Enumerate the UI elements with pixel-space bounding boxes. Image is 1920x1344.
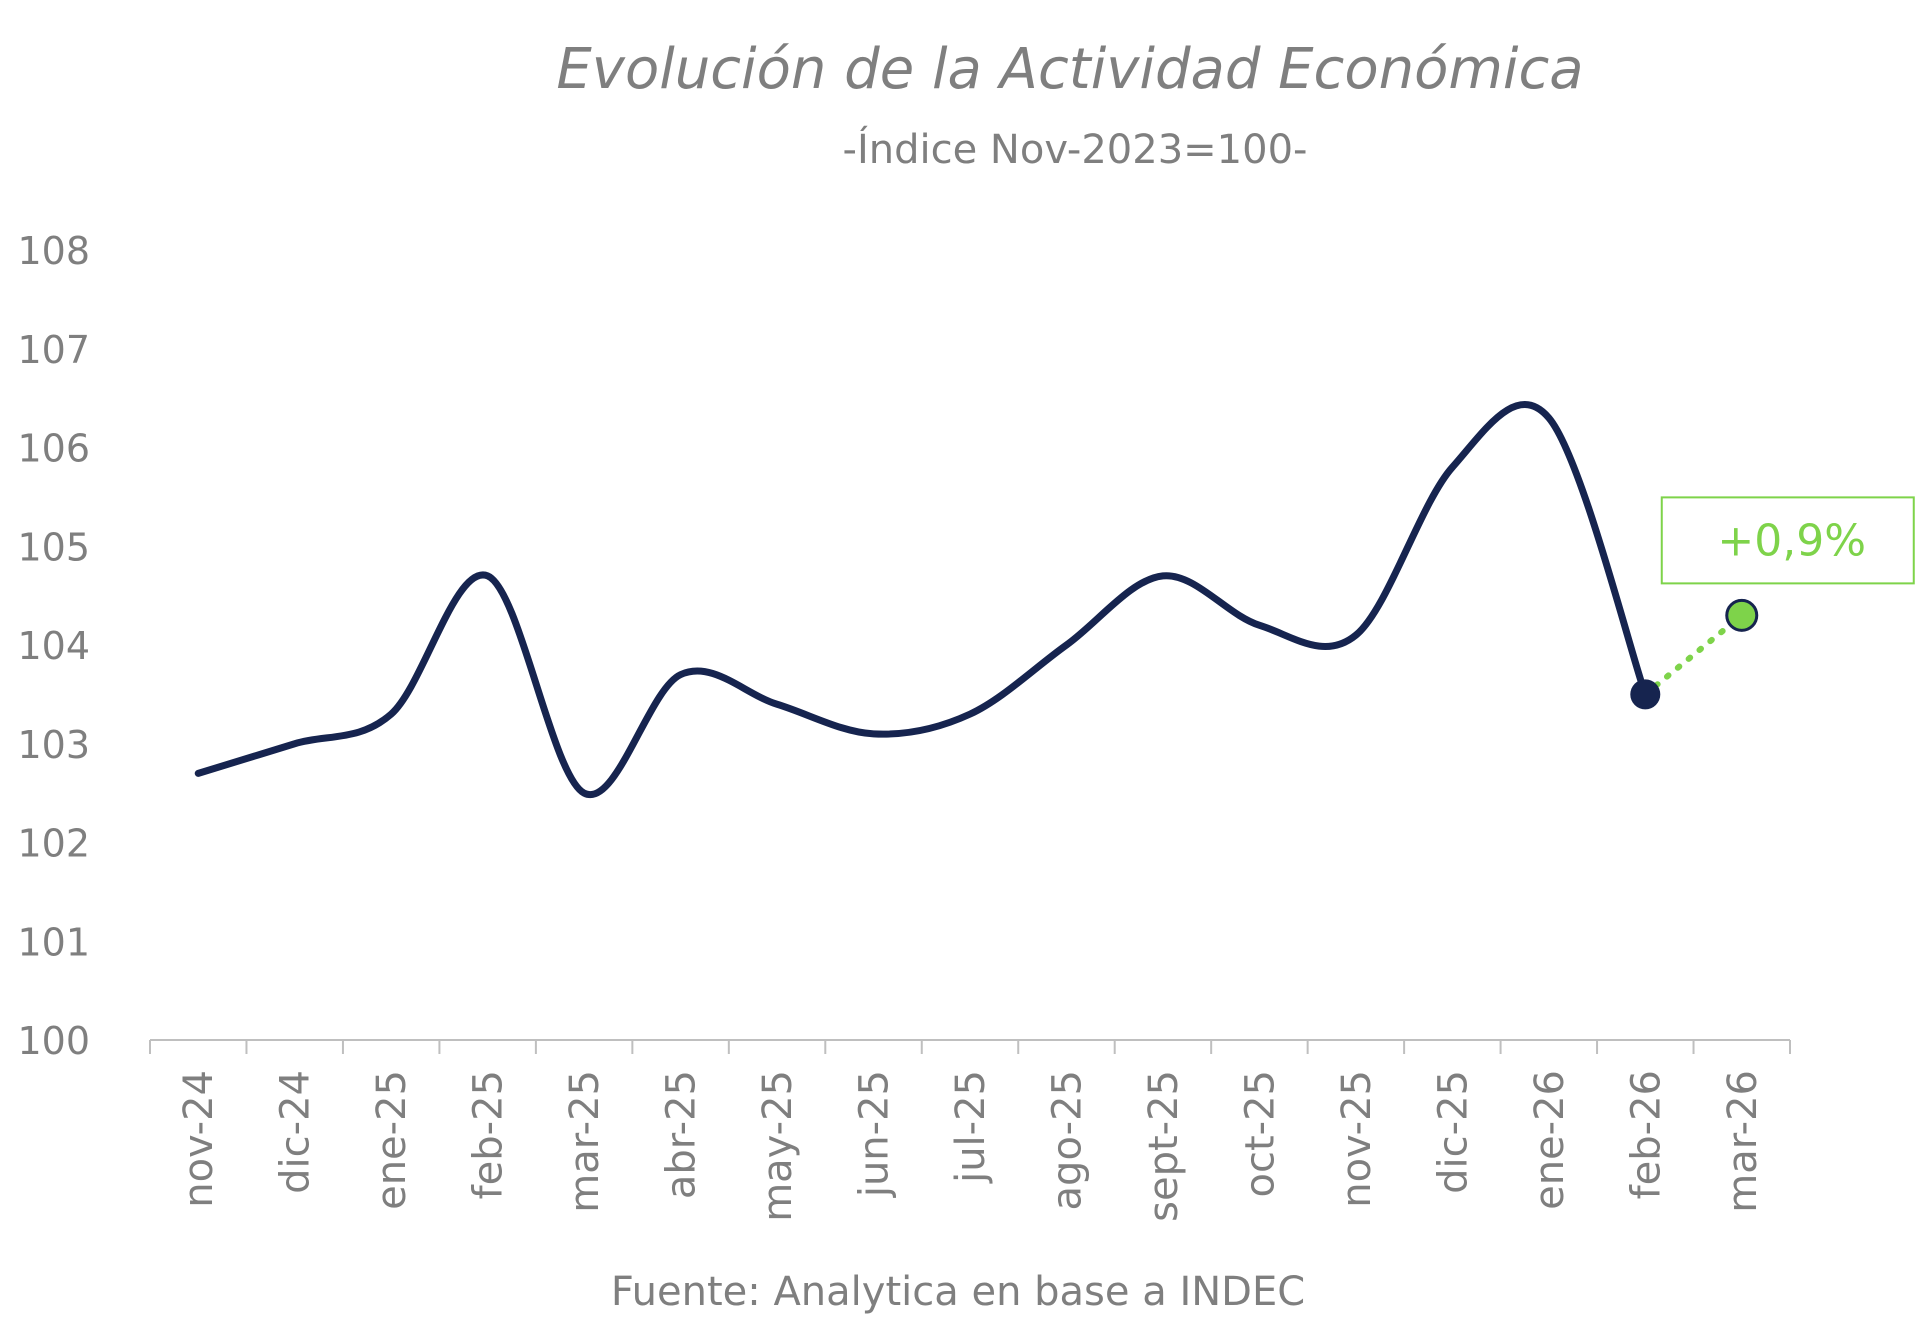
annotation-box — [1660, 496, 1915, 585]
x-tick-label: mar-25 — [562, 1070, 608, 1213]
annotation: +0,9% — [1660, 496, 1915, 585]
x-tick-label: feb-26 — [1623, 1070, 1669, 1199]
y-tick-label: 100 — [17, 1019, 90, 1063]
x-tick-label: dic-25 — [1430, 1070, 1476, 1194]
x-tick-label: may-25 — [755, 1070, 801, 1222]
annotation-label: +0,9% — [1717, 515, 1866, 566]
x-axis: nov-24 dic-24 ene-25 feb-25 mar-25 abr-25 may-… — [149, 1039, 1791, 1222]
x-tick-label: sept-25 — [1141, 1070, 1187, 1222]
chart-title: Evolución de la Actividad Económica — [556, 37, 1583, 102]
x-tick-label: feb-25 — [466, 1070, 512, 1199]
x-tick-label: ene-26 — [1527, 1070, 1573, 1210]
y-axis: 100 101 102 103 104 105 106 107 108 — [17, 229, 90, 1063]
x-tick-label: abr-25 — [659, 1070, 705, 1199]
x-tick-label: jul-25 — [948, 1070, 994, 1184]
x-tick-label: mar-26 — [1720, 1070, 1766, 1213]
last-actual-point — [1630, 679, 1661, 710]
source-note: Fuente: Analytica en base a INDEC — [611, 1269, 1305, 1315]
y-tick-label: 107 — [17, 328, 90, 372]
y-tick-label: 105 — [17, 525, 90, 569]
x-tick-label: ene-25 — [369, 1070, 415, 1210]
y-tick-label: 104 — [17, 624, 90, 668]
x-tick-label: nov-25 — [1334, 1070, 1380, 1208]
projected-point — [1725, 598, 1759, 632]
chart-subtitle: -Índice Nov-2023=100- — [843, 125, 1308, 173]
y-tick-label: 103 — [17, 723, 90, 767]
series-layer — [194, 401, 1759, 799]
series-line-actividad — [194, 401, 1649, 799]
series-line-proyeccion — [1642, 612, 1745, 698]
x-tick-label: jun-25 — [852, 1070, 898, 1198]
x-tick-label: oct-25 — [1237, 1070, 1283, 1197]
y-tick-label: 108 — [17, 229, 90, 273]
y-tick-label: 101 — [17, 920, 90, 964]
y-tick-label: 102 — [17, 822, 90, 866]
x-tick-label: nov-24 — [176, 1070, 222, 1208]
x-tick-label: ago-25 — [1044, 1070, 1090, 1210]
y-tick-label: 106 — [17, 427, 90, 471]
x-tick-label: dic-24 — [273, 1070, 319, 1194]
